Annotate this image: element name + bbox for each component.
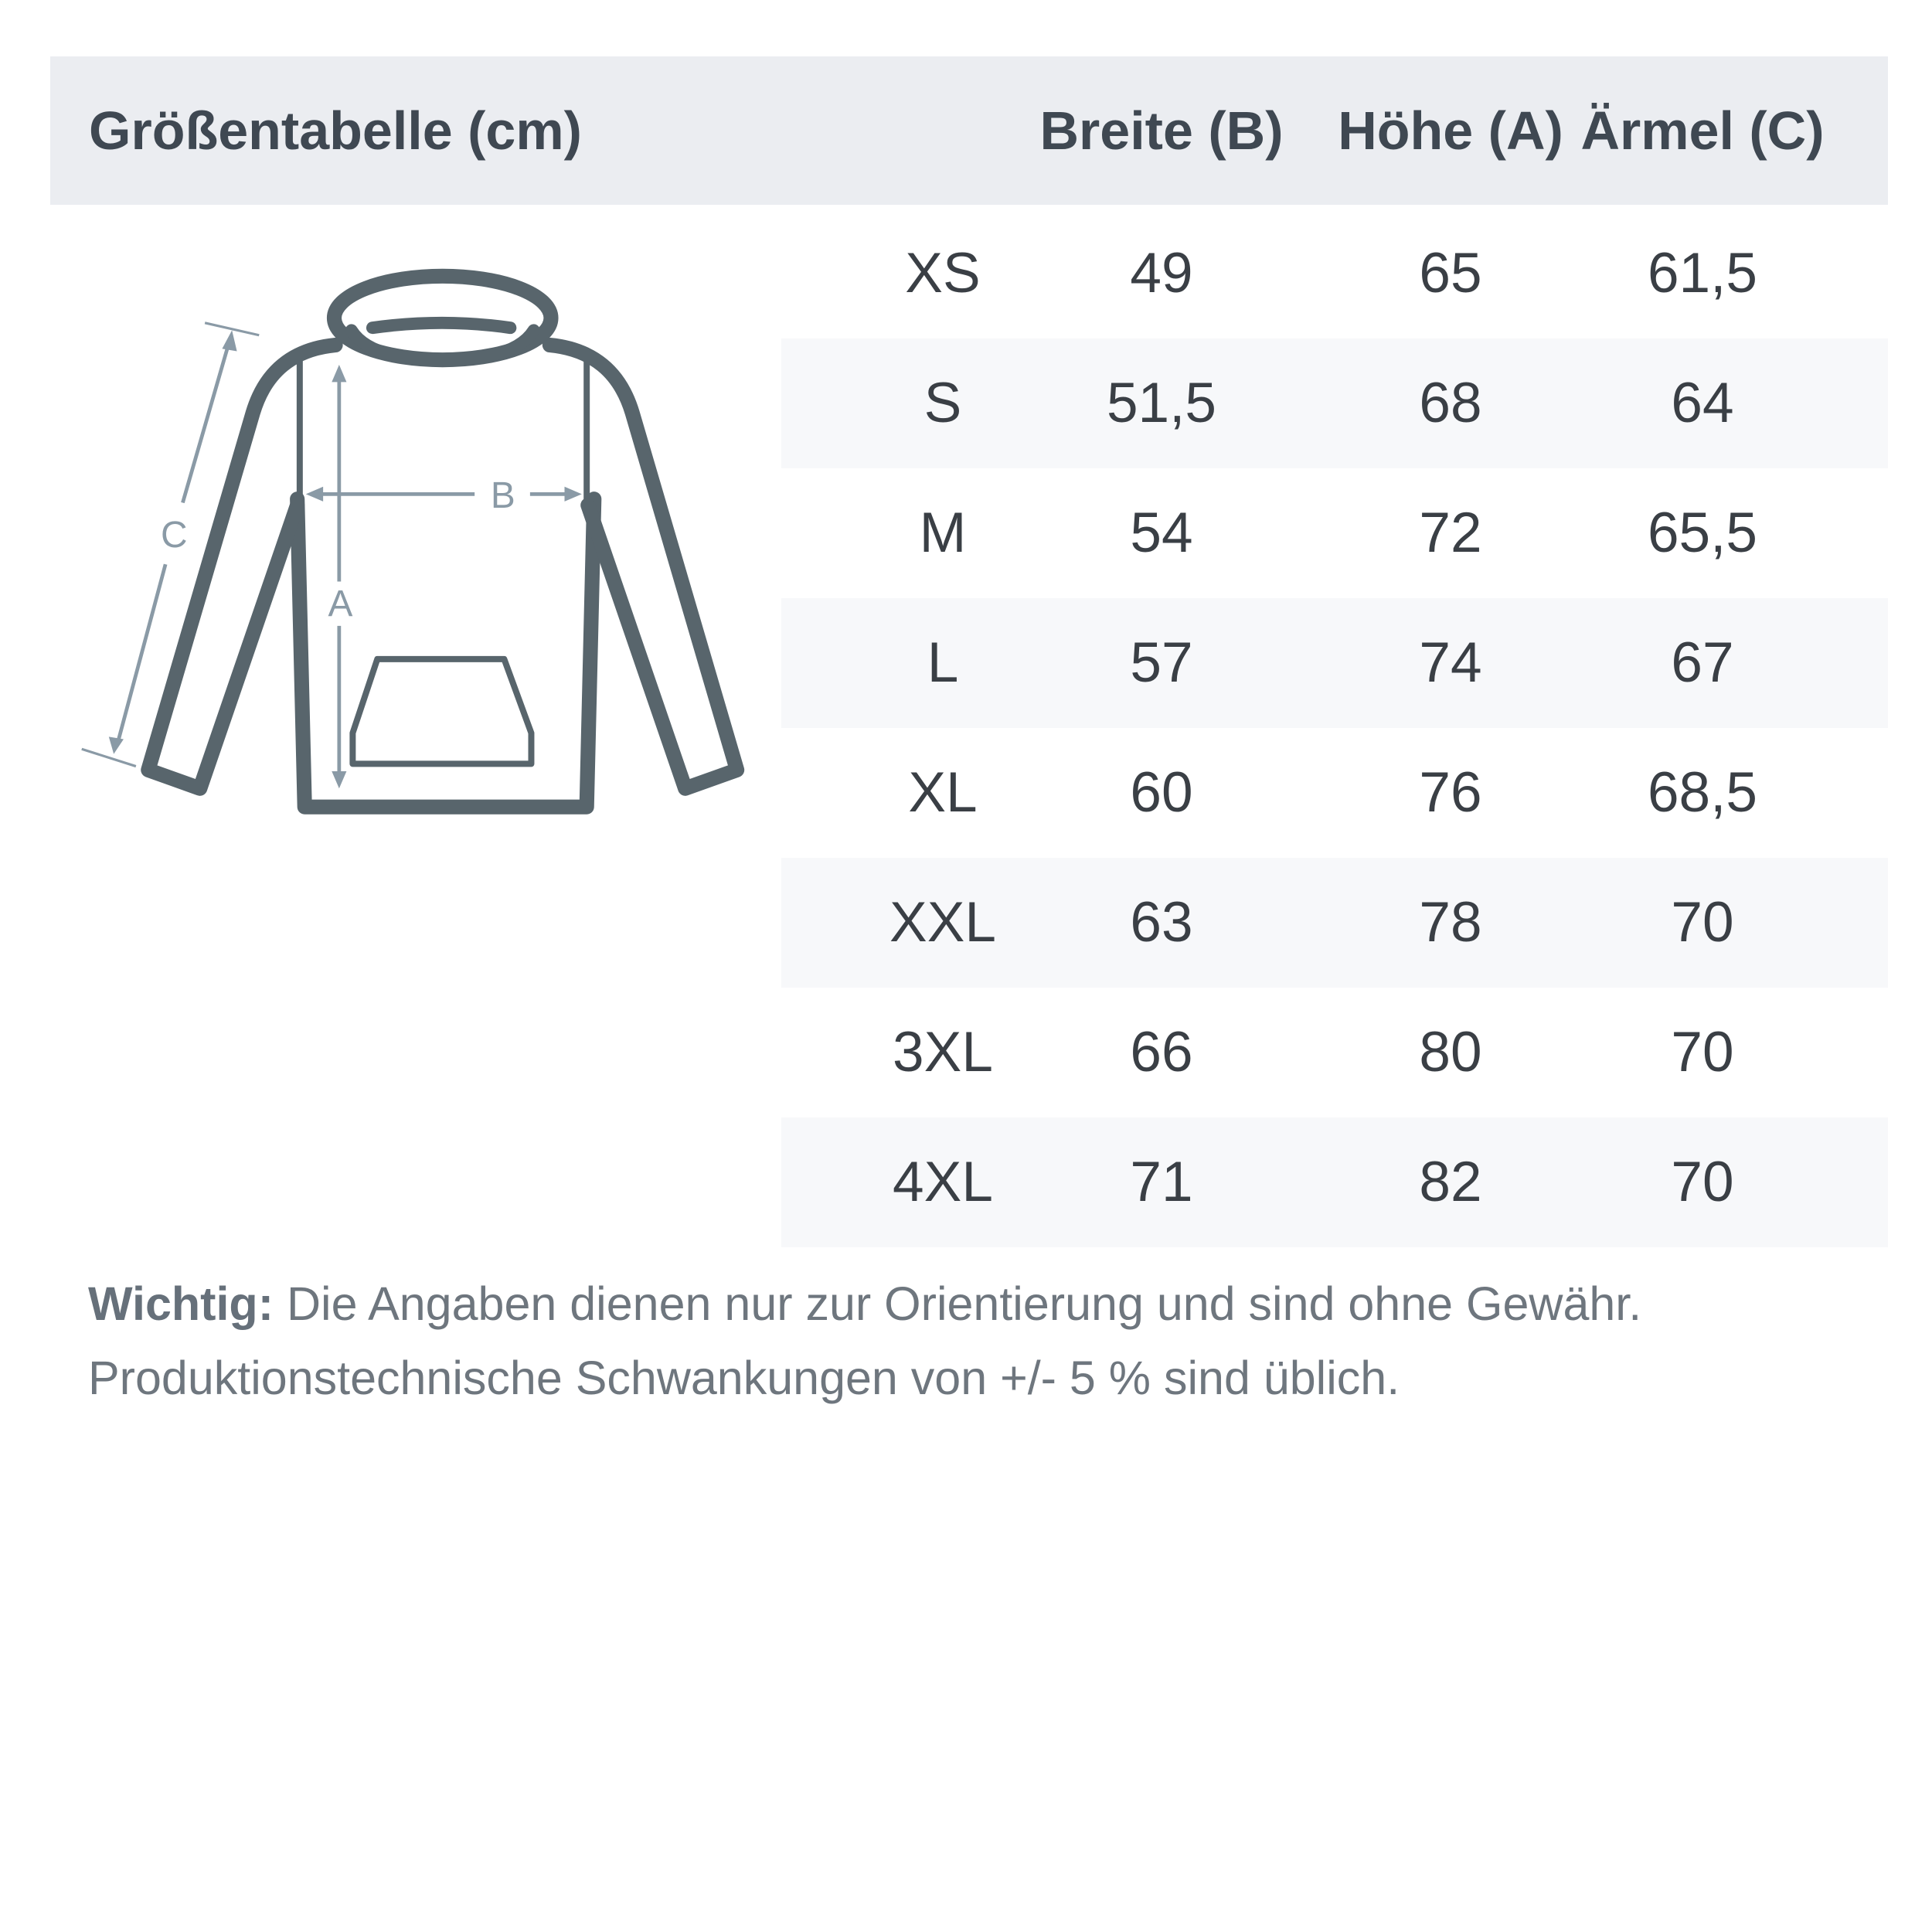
cell-size: M: [919, 502, 967, 564]
cell-hoehe: 72: [1419, 502, 1482, 564]
cell-hoehe: 78: [1419, 891, 1482, 954]
column-header-hoehe: Höhe (A): [1338, 100, 1563, 161]
cell-hoehe: 65: [1419, 242, 1482, 304]
cell-breite: 66: [1130, 1021, 1193, 1083]
cell-hoehe: 74: [1419, 631, 1482, 694]
cell-size: XXL: [889, 891, 996, 954]
cell-aermel: 61,5: [1647, 242, 1758, 304]
note-text-1: Die Angaben dienen nur zur Orientierung …: [274, 1277, 1642, 1330]
cell-aermel: 70: [1671, 1021, 1734, 1083]
column-header-breite: Breite (B): [1039, 100, 1284, 161]
cell-breite: 63: [1130, 891, 1193, 954]
cell-aermel: 70: [1671, 891, 1734, 954]
table-row: 3XL 66 80 70: [781, 988, 1888, 1117]
label-a: A: [328, 583, 352, 624]
note-bold: Wichtig:: [88, 1277, 274, 1330]
cell-aermel: 67: [1671, 631, 1734, 694]
table-header: Größentabelle (cm) Breite (B) Höhe (A) Ä…: [50, 56, 1888, 205]
cell-breite: 54: [1130, 502, 1193, 564]
cell-breite: 71: [1130, 1151, 1193, 1213]
label-c: C: [161, 515, 188, 556]
table-row: L 57 74 67: [781, 598, 1888, 728]
hoodie-diagram: B A C: [81, 268, 745, 815]
cell-size: XS: [905, 242, 981, 304]
measure-arrows: [81, 321, 582, 789]
cell-hoehe: 80: [1419, 1021, 1482, 1083]
column-header-aermel: Ärmel (C): [1580, 100, 1825, 161]
cell-hoehe: 76: [1419, 761, 1482, 824]
table-row: S 51,5 68 64: [781, 338, 1888, 468]
cell-aermel: 70: [1671, 1151, 1734, 1213]
page-title: Größentabelle (cm): [89, 100, 582, 161]
cell-breite: 60: [1130, 761, 1193, 824]
cell-size: 4XL: [893, 1151, 993, 1213]
note-line-1: Wichtig: Die Angaben dienen nur zur Orie…: [88, 1277, 1641, 1331]
table-row: XXL 63 78 70: [781, 858, 1888, 988]
cell-aermel: 65,5: [1647, 502, 1758, 564]
table-row: XL 60 76 68,5: [781, 728, 1888, 858]
cell-breite: 57: [1130, 631, 1193, 694]
cell-size: XL: [908, 761, 978, 824]
cell-size: S: [923, 372, 962, 434]
cell-hoehe: 68: [1419, 372, 1482, 434]
table-row: XS 49 65 61,5: [781, 209, 1888, 338]
hoodie-outline: [141, 268, 745, 815]
cell-size: 3XL: [893, 1021, 993, 1083]
table-row: 4XL 71 82 70: [781, 1117, 1888, 1247]
table-row: M 54 72 65,5: [781, 468, 1888, 598]
cell-breite: 49: [1130, 242, 1193, 304]
cell-aermel: 68,5: [1647, 761, 1758, 824]
cell-aermel: 64: [1671, 372, 1734, 434]
cell-size: L: [927, 631, 959, 694]
cell-breite: 51,5: [1106, 372, 1217, 434]
label-b: B: [491, 475, 515, 516]
note-line-2: Produktionstechnische Schwankungen von +…: [88, 1352, 1400, 1404]
cell-hoehe: 82: [1419, 1151, 1482, 1213]
